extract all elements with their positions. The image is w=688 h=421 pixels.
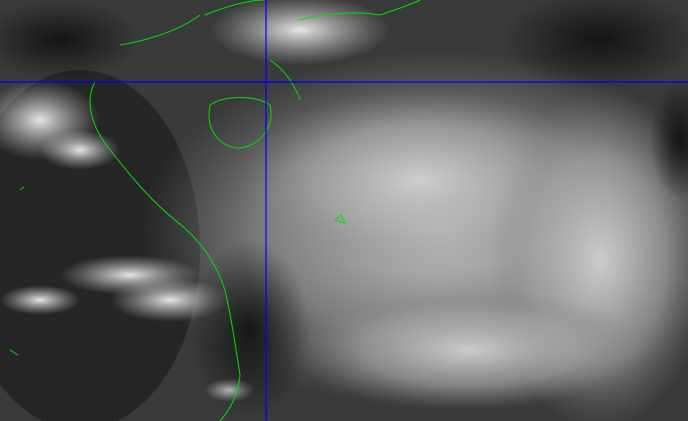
coastline-china [119, 0, 421, 101]
coastline-islands [9, 186, 346, 356]
coastline-hainan [208, 97, 272, 149]
coastlines [9, 0, 421, 421]
coastline-vietnam [89, 81, 241, 421]
